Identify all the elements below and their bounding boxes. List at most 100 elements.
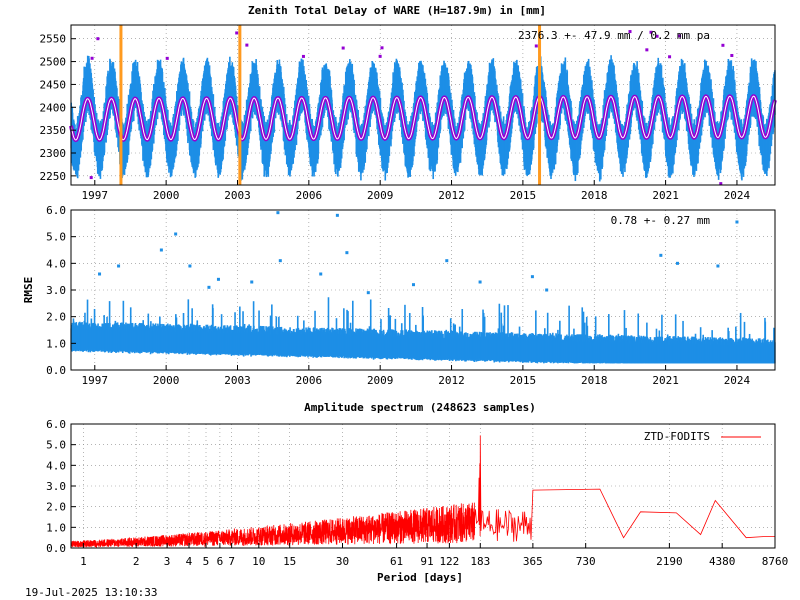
data-point [352,300,354,357]
data-point [498,303,501,362]
y-tick-label: 4.0 [46,257,66,270]
y-tick-label: 3.0 [46,284,66,297]
outlier-point [341,46,345,50]
outlier-point [89,176,93,180]
outlier-point [159,248,163,252]
data-point [86,299,89,350]
outlier-point [366,291,370,295]
outlier-point [659,253,663,257]
outlier-point [719,182,723,186]
outlier-point [378,54,382,58]
outlier-point [335,213,339,217]
data-point [623,310,626,364]
y-tick-label: 2450 [40,78,67,91]
outlier-point [98,272,102,276]
outlier-point [301,54,305,58]
x-tick-label: 2006 [296,189,323,202]
panel3-title: Amplitude spectrum (248623 samples) [304,401,536,414]
x-tick-label: 2024 [724,189,751,202]
y-tick-label: 2400 [40,101,67,114]
panel3-axis-ticks: 1 2 3 4 5 6 7 10 15 30 61 91 122 183 365 730 2190 4380 876… [46,418,788,568]
spectrum-line [70,435,775,548]
x-tick-label: 2006 [296,374,323,387]
x-tick-label: 2018 [581,374,608,387]
outlier-point [678,34,682,38]
data-point [327,297,330,357]
x-tick-label: 2000 [153,374,180,387]
panel2-annotation: 0.78 +- 0.27 mm [611,214,711,227]
outlier-point [216,277,220,281]
model-curve-core [70,95,776,141]
y-tick-label: 0.0 [46,364,66,377]
outlier-point [530,275,534,279]
data-point [581,307,584,363]
outlier-point [411,283,415,287]
outlier-point [96,37,100,41]
outlier-point [345,251,349,255]
outlier-point [207,285,211,289]
data-point [503,305,506,361]
x-tick-label: 2024 [724,374,751,387]
outlier-point [278,259,282,263]
y-tick-label: 2.0 [46,311,66,324]
x-tick-label: 1997 [82,374,109,387]
outlier-point [188,264,192,268]
panel2-plot: 1997 2000 2003 2006 2009 2012 2015 2018 2021 2024… [22,204,776,387]
x-tick-label: 2021 [652,189,679,202]
x-tick-label: 1997 [82,189,109,202]
data-point [739,312,742,364]
outlier-point [730,53,734,57]
y-tick-label: 2350 [40,124,67,137]
outlier-point [649,30,653,34]
panel1-axis-ticks: 1997 2000 2003 2006 2009 2012 2015 2018 2021 2024… [40,33,751,202]
panel3-plot: 1 2 3 4 5 6 7 10 15 30 61 91 122 183 365 730 2190 4380 876… [46,418,788,568]
outlier-point [250,280,254,284]
x-tick-label: 2000 [153,189,180,202]
outlier-point [478,280,482,284]
outlier-point [276,211,280,215]
outlier-point [235,31,239,35]
panel1-title: Zenith Total Delay of WARE (H=187.9m) in… [248,4,546,17]
x-tick-label: 2015 [510,189,537,202]
outlier-point [319,272,323,276]
panel1-seasonal-model [69,30,777,186]
data-point [369,299,372,358]
panel2-rmse [70,211,776,364]
panel1-annotation: 2376.3 +- 47.9 mm / 0.2 mm pa [518,29,710,42]
panel2-axis-ticks: 1997 2000 2003 2006 2009 2012 2015 2018 2021 2024… [46,204,750,387]
panel1-event-lines [119,25,542,185]
data-point [507,305,509,361]
outlier-point [675,261,679,265]
x-tick-label: 2003 [224,374,251,387]
y-tick-label: 5.0 [46,231,66,244]
outlier-point [735,220,739,224]
x-tick-label: 2003 [224,189,251,202]
x-tick-label: 2009 [367,189,394,202]
outlier-point [117,264,121,268]
x-tick-label: 2021 [652,374,679,387]
data-point [187,299,190,353]
outlier-point [90,56,94,60]
outlier-point [445,259,449,263]
panel2-ylabel: RMSE [22,277,35,304]
y-tick-label: 2550 [40,33,67,46]
panel1-plot: 1997 2000 2003 2006 2009 2012 2015 2018 2021 2024… [40,24,777,202]
y-tick-label: 1.0 [46,337,66,350]
outlier-point [645,48,649,52]
x-tick-label: 2015 [510,374,537,387]
data-point [568,305,570,363]
data-point [594,316,597,363]
outlier-point [721,43,725,47]
outlier-point [628,30,632,34]
x-tick-label: 2012 [438,189,465,202]
outlier-point [380,46,384,50]
outlier-point [534,44,538,48]
x-tick-label: 2018 [581,189,608,202]
outlier-point [245,43,249,47]
outlier-point [668,55,672,59]
outlier-point [655,34,659,38]
y-tick-label: 2500 [40,56,67,69]
y-tick-label: 2300 [40,147,67,160]
x-tick-label: 2009 [367,374,394,387]
